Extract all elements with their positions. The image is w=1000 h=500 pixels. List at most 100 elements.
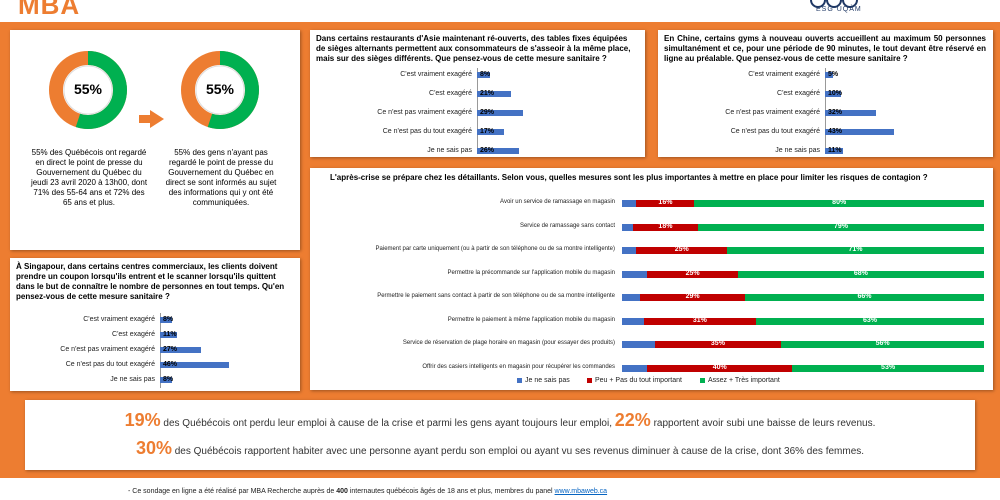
china-bar: [825, 148, 843, 154]
retail-bar-low: [632, 223, 699, 231]
stat-line-2: 30% des Québécois rapportent habiter ave…: [25, 438, 975, 459]
legend-label-high: Assez + Très important: [708, 377, 780, 384]
asia-category-label: Je ne sais pas: [427, 147, 472, 154]
china-bar: [825, 110, 877, 116]
legend-item-dontknow: Je ne sais pas: [517, 377, 570, 384]
asia-category-label: Ce n'est pas du tout exagéré: [382, 128, 472, 135]
singapore-value-label: 8%: [163, 376, 174, 383]
retail-bar-dontknow: [622, 223, 633, 231]
retail-bar-dontknow: [622, 294, 641, 301]
asia-bar: [477, 91, 511, 97]
right-donut-label: 55%: [205, 81, 235, 97]
retail-bar-dontknow: [622, 247, 637, 254]
asia-value-label: 8%: [480, 71, 491, 78]
footer-text: - Ce sondage en ligne a été réalisé par …: [128, 488, 608, 495]
singapore-category-label: C'est vraiment exagéré: [83, 316, 155, 323]
singapore-value-label: 27%: [163, 346, 178, 353]
footer: - Ce sondage en ligne a été réalisé par …: [0, 478, 1000, 500]
right-donut-value: [181, 51, 259, 129]
right-donut-text: 55% des gens n'ayant pas regardé le poin…: [165, 148, 277, 207]
retail-category-label: Permettre le paiement sans contact à par…: [377, 293, 615, 299]
singapore-panel: À Singapour, dans certains centres comme…: [10, 258, 300, 391]
retail-category-label: Paiement par carte uniquement (ou à part…: [375, 246, 615, 252]
asia-question: Dans certains restaurants d'Asie mainten…: [316, 34, 631, 63]
retail-category-label: Service de réservation de plage horaire …: [402, 340, 615, 346]
esg-uqam-logo: ESG UQÀM: [800, 0, 870, 22]
retail-bar-low: [640, 294, 746, 301]
retail-bar-high: [698, 223, 984, 231]
retail-category-label: Service de ramassage sans contact: [519, 222, 615, 229]
china-bar: [825, 129, 894, 135]
retail-bar-high-label: 56%: [875, 340, 890, 347]
footer-count: 400: [336, 488, 348, 495]
retail-bar-high: [726, 247, 984, 254]
asia-value-label: 21%: [480, 90, 495, 97]
asia-bar: [477, 110, 524, 116]
china-category-label: Je ne sais pas: [775, 147, 820, 154]
singapore-category-label: C'est exagéré: [112, 331, 155, 338]
retail-bar-low-label: 29%: [685, 293, 700, 300]
retail-category-label: Avoir un service de ramassage en magasin: [500, 199, 615, 205]
asia-bar: [477, 148, 519, 154]
retail-bar-low: [647, 364, 793, 372]
retail-bar-high-label: 68%: [853, 269, 868, 277]
retail-bar-low: [647, 270, 738, 278]
retail-bar-low-label: 25%: [685, 269, 700, 277]
arrow-icon-tail: [139, 115, 151, 123]
retail-question: L'après-crise se prépare chez les détail…: [330, 173, 928, 182]
retail-bar-low-label: 16%: [658, 199, 673, 206]
china-bar: [825, 72, 833, 78]
retail-bar-low-label: 40%: [712, 363, 727, 371]
china-category-label: Ce n'est pas du tout exagéré: [730, 128, 820, 135]
singapore-bar: [160, 347, 201, 353]
donut-charts: [49, 51, 259, 129]
retail-bar-low: [636, 247, 727, 254]
singapore-category-label: Ce n'est pas du tout exagéré: [65, 361, 155, 368]
asia-panel: Dans certains restaurants d'Asie mainten…: [310, 30, 645, 157]
retail-bar-high: [781, 341, 984, 348]
retail-bar-dontknow: [622, 270, 648, 278]
legend-item-low: Peu + Pas du tout important: [587, 377, 682, 384]
china-bar: [825, 91, 841, 97]
china-category-label: Ce n'est pas vraiment exagéré: [725, 109, 820, 116]
china-value-label: 11%: [828, 147, 842, 154]
singapore-value-label: 11%: [163, 331, 177, 338]
retail-bar-high-label: 79%: [833, 222, 848, 230]
retail-bar-low-label: 25%: [674, 246, 689, 253]
retail-bar-dontknow: [622, 317, 644, 325]
retail-bar-high: [737, 270, 984, 278]
china-value-label: 5%: [828, 71, 839, 78]
retail-bar-high-label: 63%: [862, 316, 877, 324]
footer-suffix: internautes québécois âgés de 18 ans et …: [349, 488, 553, 495]
china-value-label: 32%: [828, 109, 843, 116]
singapore-bar: [160, 317, 172, 323]
singapore-bar: [160, 362, 229, 368]
footer-prefix: Ce sondage en ligne a été réalisé par MB…: [132, 488, 335, 495]
stat-text-income-drop: rapportent avoir subi une baisse de leur…: [653, 418, 876, 429]
stat-pct-lost-job: 19%: [124, 410, 161, 430]
china-category-label: C'est exagéré: [777, 90, 820, 97]
retail-bar-high-label: 80%: [832, 199, 847, 206]
retail-bar-high: [792, 364, 984, 372]
mba-logo: MBA: [18, 0, 81, 20]
retail-bar-dontknow: [622, 200, 637, 207]
footer-link[interactable]: www.mbaweb.ca: [554, 488, 608, 495]
asia-category-label: C'est exagéré: [429, 90, 472, 97]
singapore-bar: [160, 377, 172, 383]
arrow-right-icon: [150, 110, 164, 128]
retail-bar-low: [654, 341, 782, 348]
left-donut-value: [49, 51, 127, 129]
china-value-label: 10%: [828, 90, 843, 97]
stat-text-lost-job: des Québécois ont perdu leur emploi à ca…: [163, 418, 612, 429]
asia-category-label: C'est vraiment exagéré: [400, 71, 472, 78]
retail-category-label: Offrir des casiers intelligents en magas…: [422, 363, 615, 370]
retail-bar-high-label: 53%: [881, 363, 896, 371]
asia-category-label: Ce n'est pas vraiment exagéré: [377, 109, 472, 116]
china-question: En Chine, certains gyms à nouveau ouvert…: [664, 34, 986, 63]
retail-bar-high: [755, 317, 984, 325]
retail-bar-low-label: 35%: [710, 340, 725, 347]
retail-bar-high: [745, 294, 984, 301]
retail-bar-low-label: 18%: [658, 222, 673, 230]
retail-category-label: Permettre le paiement à même l'applicati…: [447, 316, 615, 323]
retail-category-label: Permettre la précommande sur l'applicati…: [447, 269, 615, 276]
